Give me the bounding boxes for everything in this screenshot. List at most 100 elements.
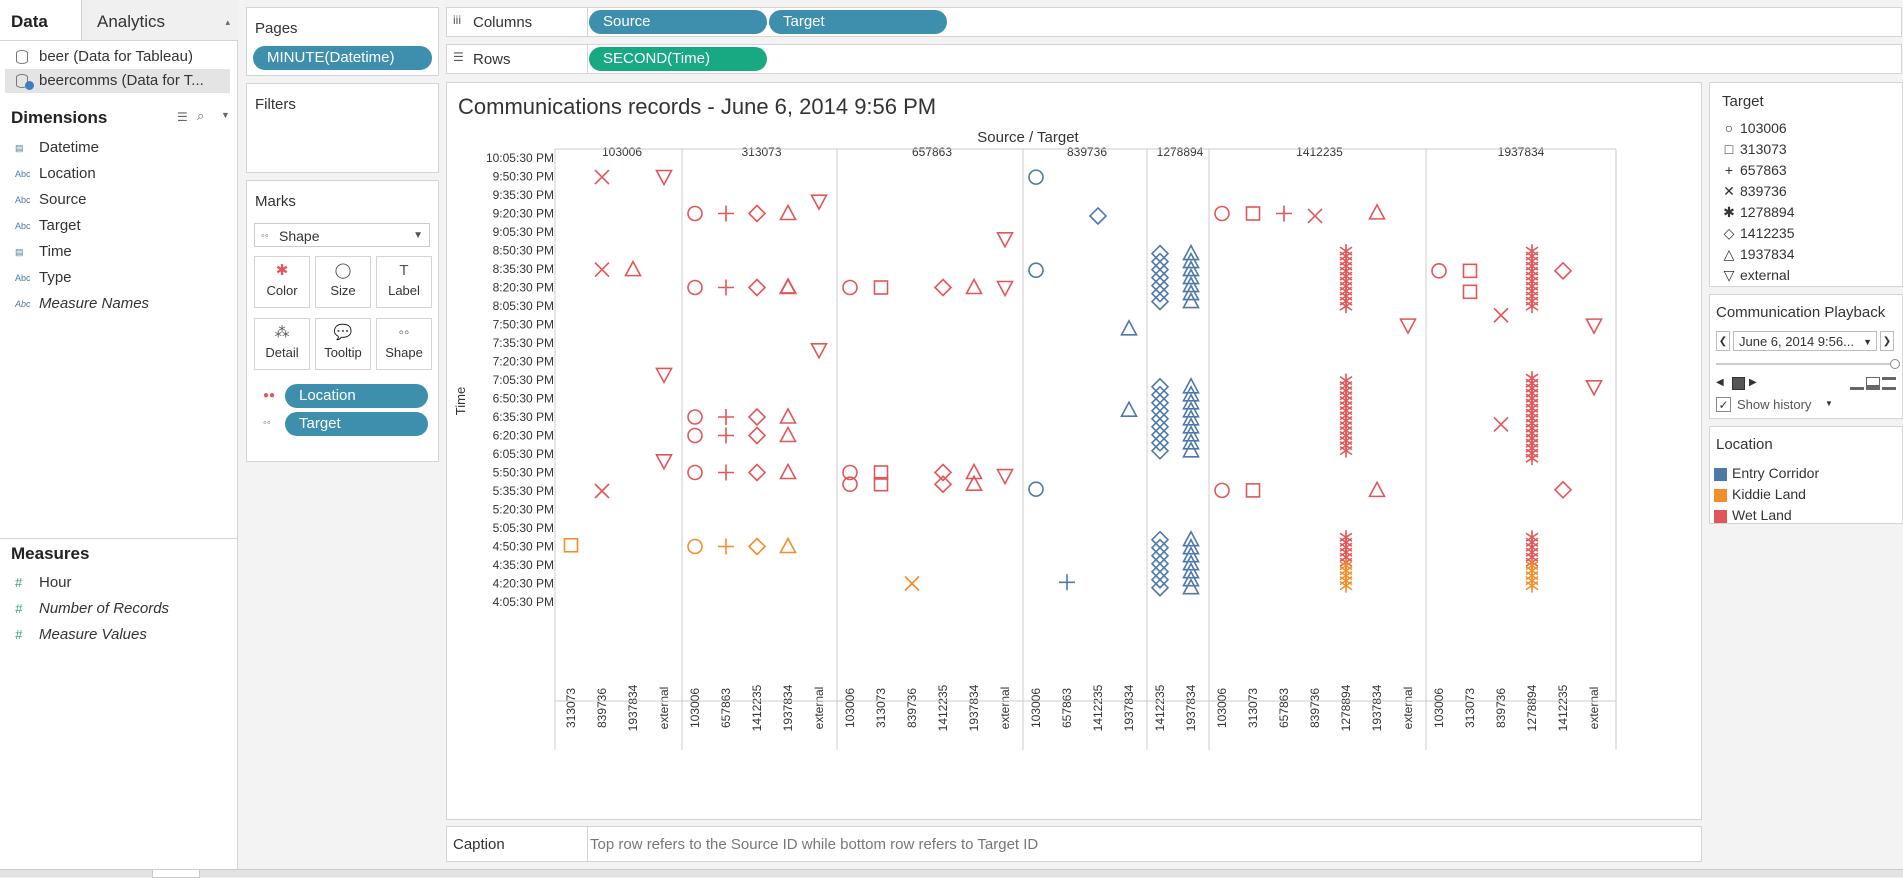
tab-data[interactable]: Data	[0, 0, 82, 40]
mark-type-select[interactable]: ◦◦ Shape ▼	[254, 223, 430, 247]
legend-label: Entry Corridor	[1732, 465, 1820, 481]
play-back-button[interactable]: ◀	[1716, 377, 1724, 388]
marks-card: Marks ◦◦ Shape ▼ ✱ Color ◯ Size T Label ⁂ Detai…	[246, 180, 439, 462]
target-axis-label: external	[1587, 687, 1601, 730]
field-label: Time	[39, 243, 72, 260]
data-point	[965, 462, 983, 480]
target-column-pill[interactable]: Target	[769, 10, 947, 34]
legend-label: 1278894	[1740, 204, 1795, 220]
source-column-pill[interactable]: Source	[589, 10, 767, 34]
filters-shelf[interactable]: Filters	[246, 83, 439, 173]
columns-shelf[interactable]: iii Columns Source Target	[446, 7, 1902, 37]
page-select-value: June 6, 2014 9:56...	[1739, 334, 1854, 349]
data-point	[1525, 578, 1539, 593]
data-point	[1182, 554, 1200, 571]
target-legend-item[interactable]: ✱ 1278894	[1722, 202, 1795, 223]
data-point	[1182, 409, 1200, 426]
dimension-field[interactable]: Abc Target	[11, 215, 81, 237]
chart-svg[interactable]: Communications records - June 6, 2014 9:…	[447, 83, 1701, 819]
dimension-field[interactable]: Abc Source	[11, 189, 87, 211]
source-header-label: 1412235	[1296, 145, 1343, 159]
target-legend-item[interactable]: ▽ external	[1722, 265, 1790, 286]
target-axis-label: 313073	[564, 688, 578, 728]
pages-shelf[interactable]: Pages MINUTE(Datetime)	[246, 7, 439, 76]
search-icon[interactable]: ⌕	[197, 108, 205, 123]
circle-icon: ○	[1724, 120, 1734, 136]
data-point	[1585, 379, 1603, 397]
dimension-field[interactable]: Abc Measure Names	[11, 293, 149, 315]
data-point	[933, 475, 953, 494]
source-header-label: 1278894	[1157, 145, 1204, 159]
target-legend-item[interactable]: ◇ 1412235	[1722, 223, 1795, 244]
data-point	[965, 277, 983, 295]
tooltip-icon: 💬	[333, 324, 353, 341]
data-point	[779, 277, 797, 295]
dimension-field[interactable]: Abc Type	[11, 267, 72, 289]
target-legend-item[interactable]: ○ 103006	[1722, 118, 1787, 139]
data-point	[655, 367, 673, 385]
menu-dropdown-icon[interactable]: ▼	[221, 110, 230, 120]
color-button[interactable]: ✱ Color	[254, 256, 310, 308]
location-legend-item[interactable]: Wet Land	[1714, 505, 1792, 526]
slider-handle[interactable]	[1890, 359, 1900, 369]
tooltip-button[interactable]: 💬 Tooltip	[315, 318, 371, 370]
playback-slider[interactable]	[1716, 359, 1900, 369]
data-point	[965, 474, 983, 492]
detail-button[interactable]: ⁂ Detail	[254, 318, 310, 370]
datasource-beer[interactable]: beer (Data for Tableau)	[5, 45, 230, 69]
show-history-label[interactable]: Show history	[1737, 397, 1812, 412]
location-legend-item[interactable]: Kiddie Land	[1714, 484, 1806, 505]
pane-divider[interactable]	[0, 538, 238, 539]
measure-field[interactable]: # Measure Values	[11, 624, 147, 646]
dimension-field[interactable]: ▤ Time	[11, 241, 72, 263]
target-legend-title: Target	[1722, 93, 1764, 110]
target-legend-item[interactable]: ✕ 839736	[1722, 181, 1787, 202]
shape-icon: ◦◦	[398, 324, 410, 341]
location-mark-pill[interactable]: ●● Location	[253, 384, 428, 408]
tab-analytics[interactable]: Analytics ▴	[82, 0, 238, 40]
asterisk-icon: ✱	[1723, 204, 1735, 220]
target-mark-pill[interactable]: ◦◦ Target	[253, 412, 428, 436]
shape-button[interactable]: ◦◦ Shape	[376, 318, 432, 370]
time-row-pill[interactable]: SECOND(Time)	[589, 47, 767, 71]
tab-analytics-label: Analytics	[97, 12, 166, 31]
play-button[interactable]: ▶	[1749, 377, 1757, 388]
location-legend-item[interactable]: Entry Corridor	[1714, 463, 1819, 484]
data-pane: Data Analytics ▴ beer (Data for Tableau)…	[0, 0, 238, 877]
size-button[interactable]: ◯ Size	[315, 256, 371, 308]
measure-field[interactable]: # Number of Records	[11, 598, 169, 620]
dimension-field[interactable]: ▤ Datetime	[11, 137, 99, 159]
speed-medium-icon[interactable]	[1866, 377, 1880, 390]
show-history-checkbox[interactable]: ✓	[1716, 397, 1731, 412]
rows-shelf[interactable]: ☰ Rows SECOND(Time)	[446, 44, 1902, 74]
next-page-button[interactable]: ❯	[1880, 331, 1894, 351]
target-legend-item[interactable]: +657863	[1722, 160, 1787, 181]
target-axis-label: 839736	[905, 688, 919, 728]
speed-fast-icon[interactable]	[1882, 377, 1896, 390]
legend-label: 103006	[1740, 120, 1787, 136]
mark-type-label: Shape	[279, 228, 320, 244]
target-axis-label: 313073	[1463, 688, 1477, 728]
measure-field[interactable]: # Hour	[11, 572, 72, 594]
speed-slow-icon[interactable]	[1850, 377, 1864, 390]
chevron-down-icon[interactable]: ▼	[1825, 399, 1833, 408]
prev-page-button[interactable]: ❮	[1716, 331, 1730, 351]
sheet-tab-strip[interactable]	[0, 869, 1903, 878]
stop-button[interactable]	[1732, 377, 1745, 390]
dimension-field[interactable]: Abc Location	[11, 163, 96, 185]
target-legend-item[interactable]: △ 1937834	[1722, 244, 1795, 265]
pages-title: Pages	[255, 20, 298, 37]
page-select[interactable]: June 6, 2014 9:56... ▼	[1733, 331, 1877, 351]
datasource-beercomms[interactable]: beercomms (Data for T...	[5, 69, 230, 93]
data-point	[718, 279, 734, 296]
triangle-icon: △	[1723, 246, 1735, 262]
label-button[interactable]: T Label	[376, 256, 432, 308]
pages-pill[interactable]: MINUTE(Datetime)	[253, 46, 432, 70]
target-legend-item[interactable]: □ 313073	[1722, 139, 1787, 160]
data-point	[747, 537, 767, 556]
target-axis-label: 103006	[1029, 688, 1043, 728]
button-label: Size	[330, 283, 356, 298]
legend-label: 657863	[1740, 162, 1787, 178]
data-point	[718, 427, 734, 444]
list-view-icon[interactable]: ☰	[177, 110, 188, 124]
